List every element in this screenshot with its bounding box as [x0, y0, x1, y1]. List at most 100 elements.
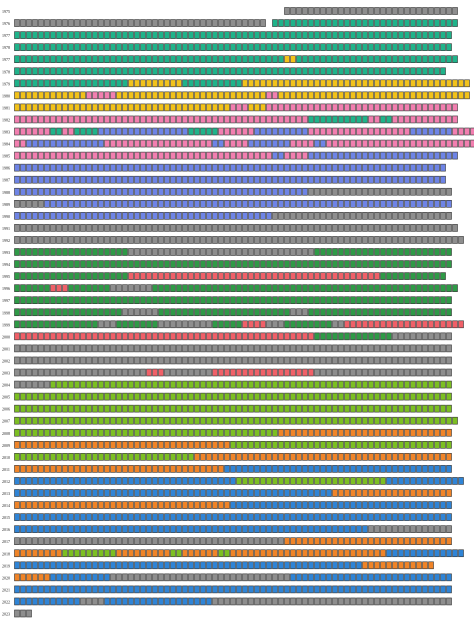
- timeline-cell: [230, 404, 236, 413]
- timeline-cell: [122, 127, 128, 136]
- timeline-cell: [188, 127, 194, 136]
- timeline-cell: [140, 115, 146, 124]
- timeline-cell: [392, 573, 398, 582]
- timeline-cell: [326, 513, 332, 521]
- timeline-cell: [224, 284, 230, 292]
- timeline-cell: [140, 380, 146, 389]
- timeline-cell: [116, 284, 122, 292]
- timeline-cell: [74, 79, 80, 88]
- timeline-cell: [452, 224, 458, 232]
- timeline-cell: [428, 163, 434, 172]
- timeline-cell: [278, 404, 284, 413]
- timeline-cell: [146, 404, 152, 413]
- timeline-segment: [386, 368, 452, 377]
- timeline-cell: [428, 585, 434, 594]
- timeline-cell: [362, 332, 368, 341]
- timeline-cell: [110, 200, 116, 208]
- timeline-cell: [20, 79, 26, 88]
- timeline-cell: [50, 356, 56, 365]
- timeline-cell: [146, 248, 152, 256]
- timeline-cell: [56, 151, 62, 160]
- timeline-cell: [242, 489, 248, 497]
- timeline-cell: [92, 477, 98, 485]
- timeline-cell: [14, 477, 20, 485]
- timeline-cell: [332, 163, 338, 172]
- timeline-cell: [56, 561, 62, 570]
- timeline-segment: [116, 91, 266, 100]
- timeline-cell: [122, 561, 128, 570]
- timeline-cell: [224, 115, 230, 124]
- timeline-cell: [32, 55, 38, 64]
- timeline-segment: [14, 501, 230, 509]
- timeline-cell: [104, 320, 110, 329]
- timeline-segment: [14, 453, 194, 461]
- timeline-cell: [20, 501, 26, 509]
- timeline-cell: [404, 284, 410, 292]
- timeline-cell: [116, 489, 122, 497]
- timeline-cell: [50, 175, 56, 184]
- timeline-cell: [392, 549, 398, 558]
- timeline-cell: [110, 103, 116, 112]
- timeline-cell: [122, 43, 128, 51]
- timeline-cell: [446, 200, 452, 208]
- timeline-cell: [188, 212, 194, 220]
- timeline-cell: [152, 440, 158, 449]
- timeline-cell: [392, 43, 398, 51]
- timeline-cell: [194, 296, 200, 305]
- timeline-cell: [140, 477, 146, 485]
- timeline-cell: [140, 19, 146, 27]
- timeline-cell: [434, 477, 440, 485]
- timeline-cell: [248, 55, 254, 64]
- timeline-cell: [284, 537, 290, 546]
- timeline-cell: [158, 19, 164, 27]
- timeline-cell: [122, 465, 128, 473]
- timeline-cell: [14, 489, 20, 497]
- timeline-segment: [290, 308, 308, 317]
- timeline-cell: [332, 187, 338, 196]
- timeline-cell: [218, 115, 224, 124]
- timeline-cell: [302, 489, 308, 497]
- timeline-segment: [14, 19, 194, 27]
- timeline-cell: [182, 513, 188, 521]
- timeline-cell: [338, 356, 344, 365]
- timeline-cell: [338, 525, 344, 533]
- timeline-cell: [68, 19, 74, 27]
- timeline-cell: [128, 356, 134, 365]
- timeline-cell: [362, 465, 368, 473]
- timeline-cell: [146, 561, 152, 570]
- timeline-cell: [32, 501, 38, 509]
- timeline-cell: [380, 103, 386, 112]
- timeline-cell: [290, 248, 296, 256]
- timeline-cell: [32, 537, 38, 546]
- timeline-cell: [56, 31, 62, 39]
- timeline-cell: [440, 344, 446, 353]
- timeline-cell: [86, 585, 92, 594]
- timeline-cell: [56, 537, 62, 546]
- timeline-cell: [416, 525, 422, 533]
- timeline-cell: [164, 597, 170, 606]
- timeline-cell: [68, 31, 74, 39]
- timeline-cell: [344, 404, 350, 413]
- timeline-cell: [32, 103, 38, 112]
- timeline-cell: [272, 428, 278, 437]
- timeline-cell: [32, 272, 38, 280]
- timeline-cell: [302, 501, 308, 509]
- timeline-cell: [356, 55, 362, 64]
- timeline-cell: [152, 332, 158, 341]
- timeline-segment: [266, 103, 458, 112]
- timeline-cell: [14, 55, 20, 64]
- timeline-cell: [122, 597, 128, 606]
- timeline-cell: [92, 368, 98, 377]
- timeline-cell: [20, 597, 26, 606]
- timeline-cell: [398, 212, 404, 220]
- timeline-cell: [122, 67, 128, 76]
- timeline-cell: [392, 236, 398, 244]
- timeline-cell: [398, 320, 404, 329]
- timeline-cell: [86, 19, 92, 27]
- timeline-cell: [344, 103, 350, 112]
- timeline-cell: [284, 175, 290, 184]
- timeline-cell: [242, 103, 248, 112]
- timeline-cell: [98, 501, 104, 509]
- timeline-cell: [32, 115, 38, 124]
- timeline-cell: [14, 573, 20, 582]
